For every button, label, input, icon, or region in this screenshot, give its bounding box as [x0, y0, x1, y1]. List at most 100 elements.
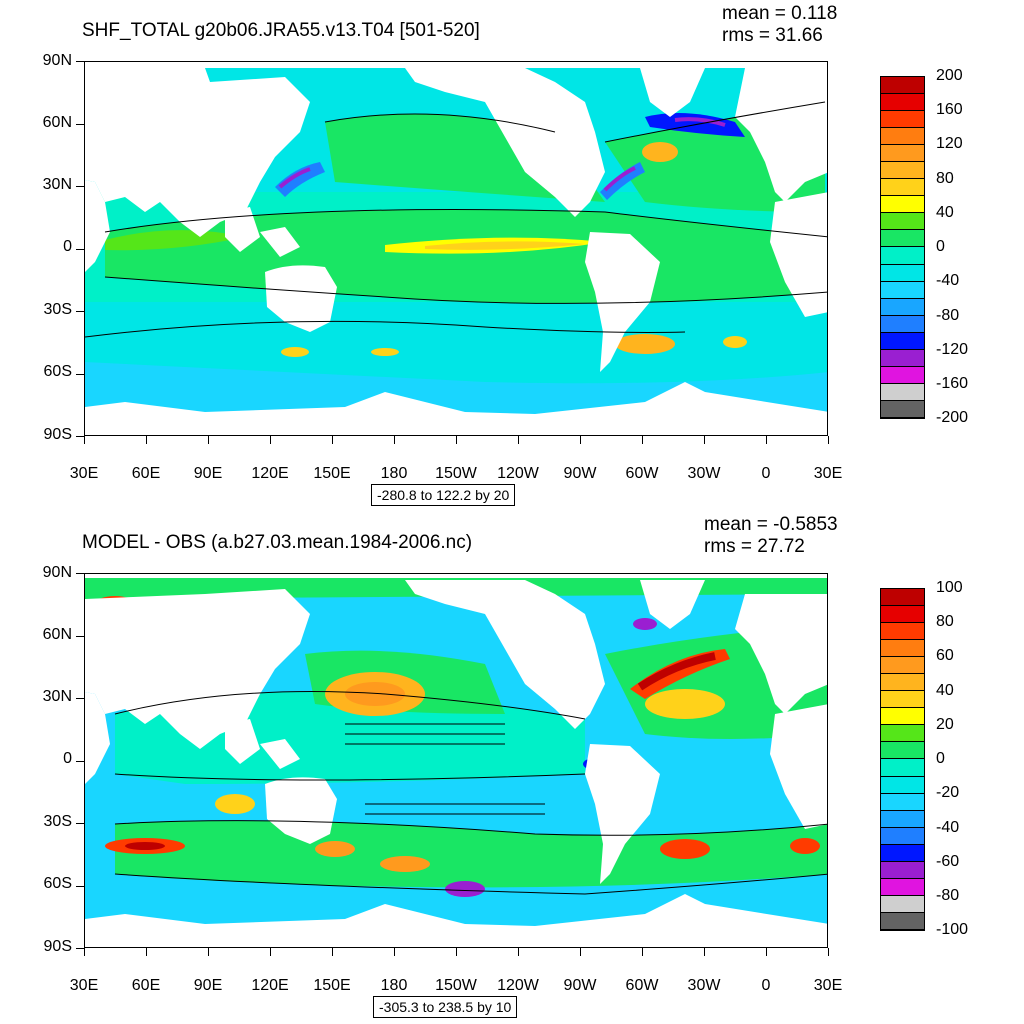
axis-tick	[76, 436, 84, 437]
axis-tick	[146, 948, 147, 956]
axis-tick	[76, 698, 84, 699]
bottom-map-plot	[84, 573, 828, 948]
bottom-lat-label-0: 0	[63, 750, 72, 767]
axis-tick	[394, 948, 395, 956]
colorbar-swatch	[881, 179, 924, 197]
top-lat-label-60s: 60S	[43, 363, 72, 380]
axis-tick	[76, 823, 84, 824]
top-lat-label-90s: 90S	[43, 426, 72, 443]
bottom-map-panel: MODEL - OBS (a.b27.03.mean.1984-2006.nc)…	[0, 512, 1024, 1024]
top-rms-value: rms = 31.66	[722, 25, 823, 46]
top-lon-label: 30E	[813, 465, 843, 482]
top-map-field	[85, 62, 827, 435]
axis-tick	[828, 436, 829, 444]
bottom-lat-label-60s: 60S	[43, 875, 72, 892]
colorbar-swatch	[881, 810, 924, 828]
axis-tick	[84, 436, 85, 444]
bottom-rms-value: rms = 27.72	[704, 536, 805, 557]
bottom-colorbar	[880, 588, 925, 931]
top-lon-label: 180	[380, 465, 408, 482]
colorbar-swatch	[881, 912, 924, 930]
top-colorbar-label: -40	[936, 272, 960, 289]
bottom-lon-label: 90E	[193, 977, 223, 994]
axis-tick	[704, 948, 705, 956]
top-map-title: SHF_TOTAL g20b06.JRA55.v13.T04 [501-520]	[82, 20, 480, 41]
colorbar-swatch	[881, 400, 924, 418]
axis-tick	[766, 436, 767, 444]
bottom-colorbar-label: -100	[936, 921, 969, 938]
top-lat-label-30s: 30S	[43, 301, 72, 318]
top-colorbar-label: -160	[936, 375, 969, 392]
axis-tick	[208, 436, 209, 444]
top-lat-label-90n: 90N	[42, 52, 72, 69]
colorbar-swatch	[881, 793, 924, 811]
bottom-lat-label-90n: 90N	[42, 564, 72, 581]
bottom-lon-label: 180	[380, 977, 408, 994]
top-colorbar-label: 120	[936, 135, 963, 152]
axis-tick	[76, 761, 84, 762]
bottom-lon-label: 150E	[313, 977, 351, 994]
top-colorbar-label: 200	[936, 67, 963, 84]
axis-tick	[580, 436, 581, 444]
axis-tick	[766, 948, 767, 956]
colorbar-swatch	[881, 162, 924, 180]
top-colorbar-label: -80	[936, 307, 960, 324]
colorbar-swatch	[881, 247, 924, 265]
colorbar-swatch	[881, 315, 924, 333]
top-lon-label: 60E	[131, 465, 161, 482]
colorbar-swatch	[881, 742, 924, 760]
colorbar-swatch	[881, 708, 924, 726]
axis-tick	[84, 948, 85, 956]
axis-tick	[76, 249, 84, 250]
top-lon-label: 30E	[69, 465, 99, 482]
top-contour-range: -280.8 to 122.2 by 20	[371, 484, 516, 506]
bottom-colorbar-label: -60	[936, 853, 960, 870]
top-lon-label: 90E	[193, 465, 223, 482]
colorbar-swatch	[881, 606, 924, 624]
axis-tick	[76, 186, 84, 187]
axis-tick	[146, 436, 147, 444]
top-colorbar	[880, 76, 925, 419]
axis-tick	[76, 886, 84, 887]
bottom-lat-label-30n: 30N	[42, 688, 72, 705]
colorbar-swatch	[881, 640, 924, 658]
bottom-mean-value: mean = -0.5853	[704, 514, 838, 535]
axis-tick	[580, 948, 581, 956]
colorbar-swatch	[881, 383, 924, 401]
bottom-lon-label: 0	[761, 977, 771, 994]
axis-tick	[76, 636, 84, 637]
top-colorbar-label: 160	[936, 101, 963, 118]
colorbar-swatch	[881, 145, 924, 163]
colorbar-swatch	[881, 844, 924, 862]
bottom-colorbar-label: -80	[936, 887, 960, 904]
top-colorbar-label: -200	[936, 409, 969, 426]
colorbar-swatch	[881, 895, 924, 913]
colorbar-swatch	[881, 349, 924, 367]
colorbar-swatch	[881, 589, 924, 607]
bottom-lon-label: 60W	[625, 977, 659, 994]
axis-tick	[270, 436, 271, 444]
top-colorbar-label: 40	[936, 204, 954, 221]
axis-tick	[76, 61, 84, 62]
axis-tick	[518, 436, 519, 444]
top-map-plot	[84, 61, 828, 436]
bottom-colorbar-label: 100	[936, 579, 963, 596]
axis-tick	[332, 948, 333, 956]
top-lon-label: 60W	[625, 465, 659, 482]
bottom-map-title: MODEL - OBS (a.b27.03.mean.1984-2006.nc)	[82, 532, 473, 553]
top-colorbar-label: -120	[936, 341, 969, 358]
colorbar-swatch	[881, 759, 924, 777]
colorbar-swatch	[881, 264, 924, 282]
colorbar-swatch	[881, 77, 924, 95]
colorbar-swatch	[881, 196, 924, 214]
axis-tick	[76, 374, 84, 375]
bottom-lon-label: 120E	[251, 977, 289, 994]
bottom-colorbar-label: -40	[936, 819, 960, 836]
axis-tick	[642, 436, 643, 444]
bottom-contour-range: -305.3 to 238.5 by 10	[373, 996, 518, 1018]
colorbar-swatch	[881, 94, 924, 112]
axis-tick	[456, 948, 457, 956]
colorbar-swatch	[881, 230, 924, 248]
bottom-lon-label: 120W	[497, 977, 539, 994]
bottom-colorbar-label: 20	[936, 716, 954, 733]
